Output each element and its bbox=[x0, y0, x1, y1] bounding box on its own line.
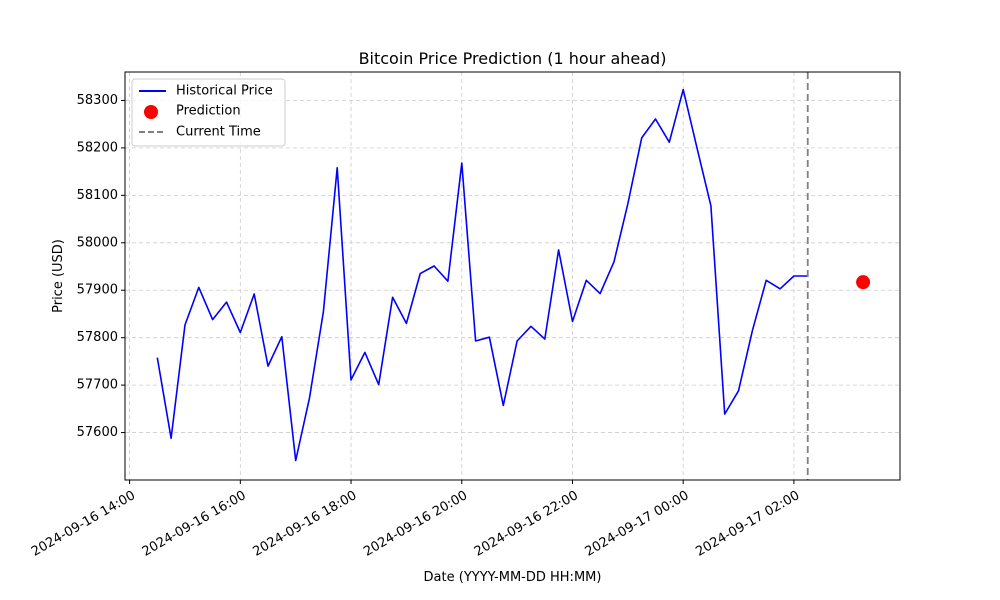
legend: Historical Price Prediction Current Time bbox=[131, 78, 286, 147]
legend-prediction-swatch bbox=[144, 105, 158, 119]
chart-title: Bitcoin Price Prediction (1 hour ahead) bbox=[359, 49, 667, 68]
data-layer bbox=[156, 72, 871, 480]
legend-prediction-label: Prediction bbox=[176, 104, 241, 119]
y-tick-label: 58300 bbox=[77, 93, 118, 108]
legend-historical-label: Historical Price bbox=[176, 84, 273, 99]
y-tick-label: 58100 bbox=[77, 188, 118, 203]
legend-current-time-label: Current Time bbox=[176, 125, 261, 140]
y-tick-label: 57800 bbox=[77, 330, 118, 345]
prediction-point bbox=[856, 275, 871, 290]
y-tick-label: 57600 bbox=[77, 425, 118, 440]
x-axis-title: Date (YYYY-MM-DD HH:MM) bbox=[424, 570, 602, 585]
y-tick-label: 57700 bbox=[77, 378, 118, 393]
plot-frame bbox=[124, 71, 901, 481]
y-tick-label: 58200 bbox=[77, 140, 118, 155]
y-tick-label: 58000 bbox=[77, 235, 118, 250]
historical-price-line bbox=[156, 88, 808, 462]
y-axis-title: Price (USD) bbox=[51, 239, 66, 313]
y-tick-label: 57900 bbox=[77, 283, 118, 298]
legend-box bbox=[131, 78, 286, 147]
